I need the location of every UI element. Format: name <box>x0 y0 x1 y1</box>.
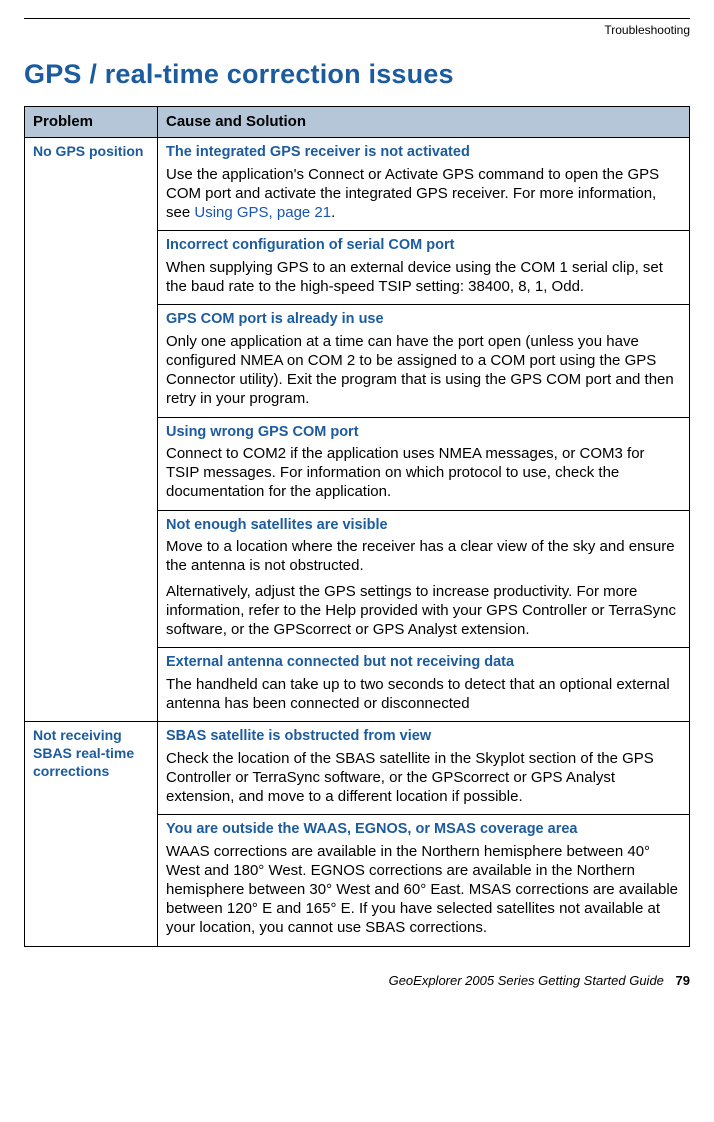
col-header-problem: Problem <box>25 107 158 138</box>
cause-body: Move to a location where the receiver ha… <box>166 537 681 575</box>
cause-heading: SBAS satellite is obstructed from view <box>166 727 681 746</box>
section-title: GPS / real-time correction issues <box>24 59 690 90</box>
solution-cell: Incorrect configuration of serial COM po… <box>158 231 690 305</box>
solution-cell: Not enough satellites are visible Move t… <box>158 510 690 647</box>
footer-page-number: 79 <box>676 973 690 988</box>
table-header-row: Problem Cause and Solution <box>25 107 690 138</box>
table-row: Not receiving SBAS real-time corrections… <box>25 722 690 815</box>
cause-body: Use the application's Connect or Activat… <box>166 165 681 223</box>
solution-cell: External antenna connected but not recei… <box>158 648 690 722</box>
solution-cell: SBAS satellite is obstructed from view C… <box>158 722 690 815</box>
cause-heading: The integrated GPS receiver is not activ… <box>166 143 681 162</box>
cause-heading: GPS COM port is already in use <box>166 310 681 329</box>
col-header-solution: Cause and Solution <box>158 107 690 138</box>
cause-body: Check the location of the SBAS satellite… <box>166 749 681 807</box>
solution-cell: You are outside the WAAS, EGNOS, or MSAS… <box>158 815 690 946</box>
footer-guide-title: GeoExplorer 2005 Series Getting Started … <box>389 973 664 988</box>
page-header: Troubleshooting <box>24 18 690 49</box>
cause-heading: External antenna connected but not recei… <box>166 653 681 672</box>
problem-text: Not receiving SBAS real-time corrections <box>33 727 149 781</box>
header-section-label: Troubleshooting <box>24 23 690 37</box>
cause-heading: Using wrong GPS COM port <box>166 423 681 442</box>
solution-cell: GPS COM port is already in use Only one … <box>158 305 690 417</box>
cause-body-post: . <box>331 204 335 221</box>
cause-body: Only one application at a time can have … <box>166 332 681 409</box>
table-row: No GPS position The integrated GPS recei… <box>25 138 690 231</box>
solution-cell: Using wrong GPS COM port Connect to COM2… <box>158 417 690 510</box>
cause-body: The handheld can take up to two seconds … <box>166 675 681 713</box>
troubleshooting-table: Problem Cause and Solution No GPS positi… <box>24 106 690 947</box>
cause-heading: Not enough satellites are visible <box>166 516 681 535</box>
cause-body: When supplying GPS to an external device… <box>166 258 681 296</box>
cause-heading: You are outside the WAAS, EGNOS, or MSAS… <box>166 820 681 839</box>
page-footer: GeoExplorer 2005 Series Getting Started … <box>24 973 690 988</box>
cause-heading: Incorrect configuration of serial COM po… <box>166 236 681 255</box>
cause-body: Connect to COM2 if the application uses … <box>166 444 681 502</box>
solution-cell: The integrated GPS receiver is not activ… <box>158 138 690 231</box>
problem-text: No GPS position <box>33 143 149 161</box>
cause-body-alt: Alternatively, adjust the GPS settings t… <box>166 582 681 640</box>
problem-cell: Not receiving SBAS real-time corrections <box>25 722 158 947</box>
using-gps-link[interactable]: Using GPS, page 21 <box>194 204 331 221</box>
cause-body: WAAS corrections are available in the No… <box>166 842 681 938</box>
problem-cell: No GPS position <box>25 138 158 722</box>
